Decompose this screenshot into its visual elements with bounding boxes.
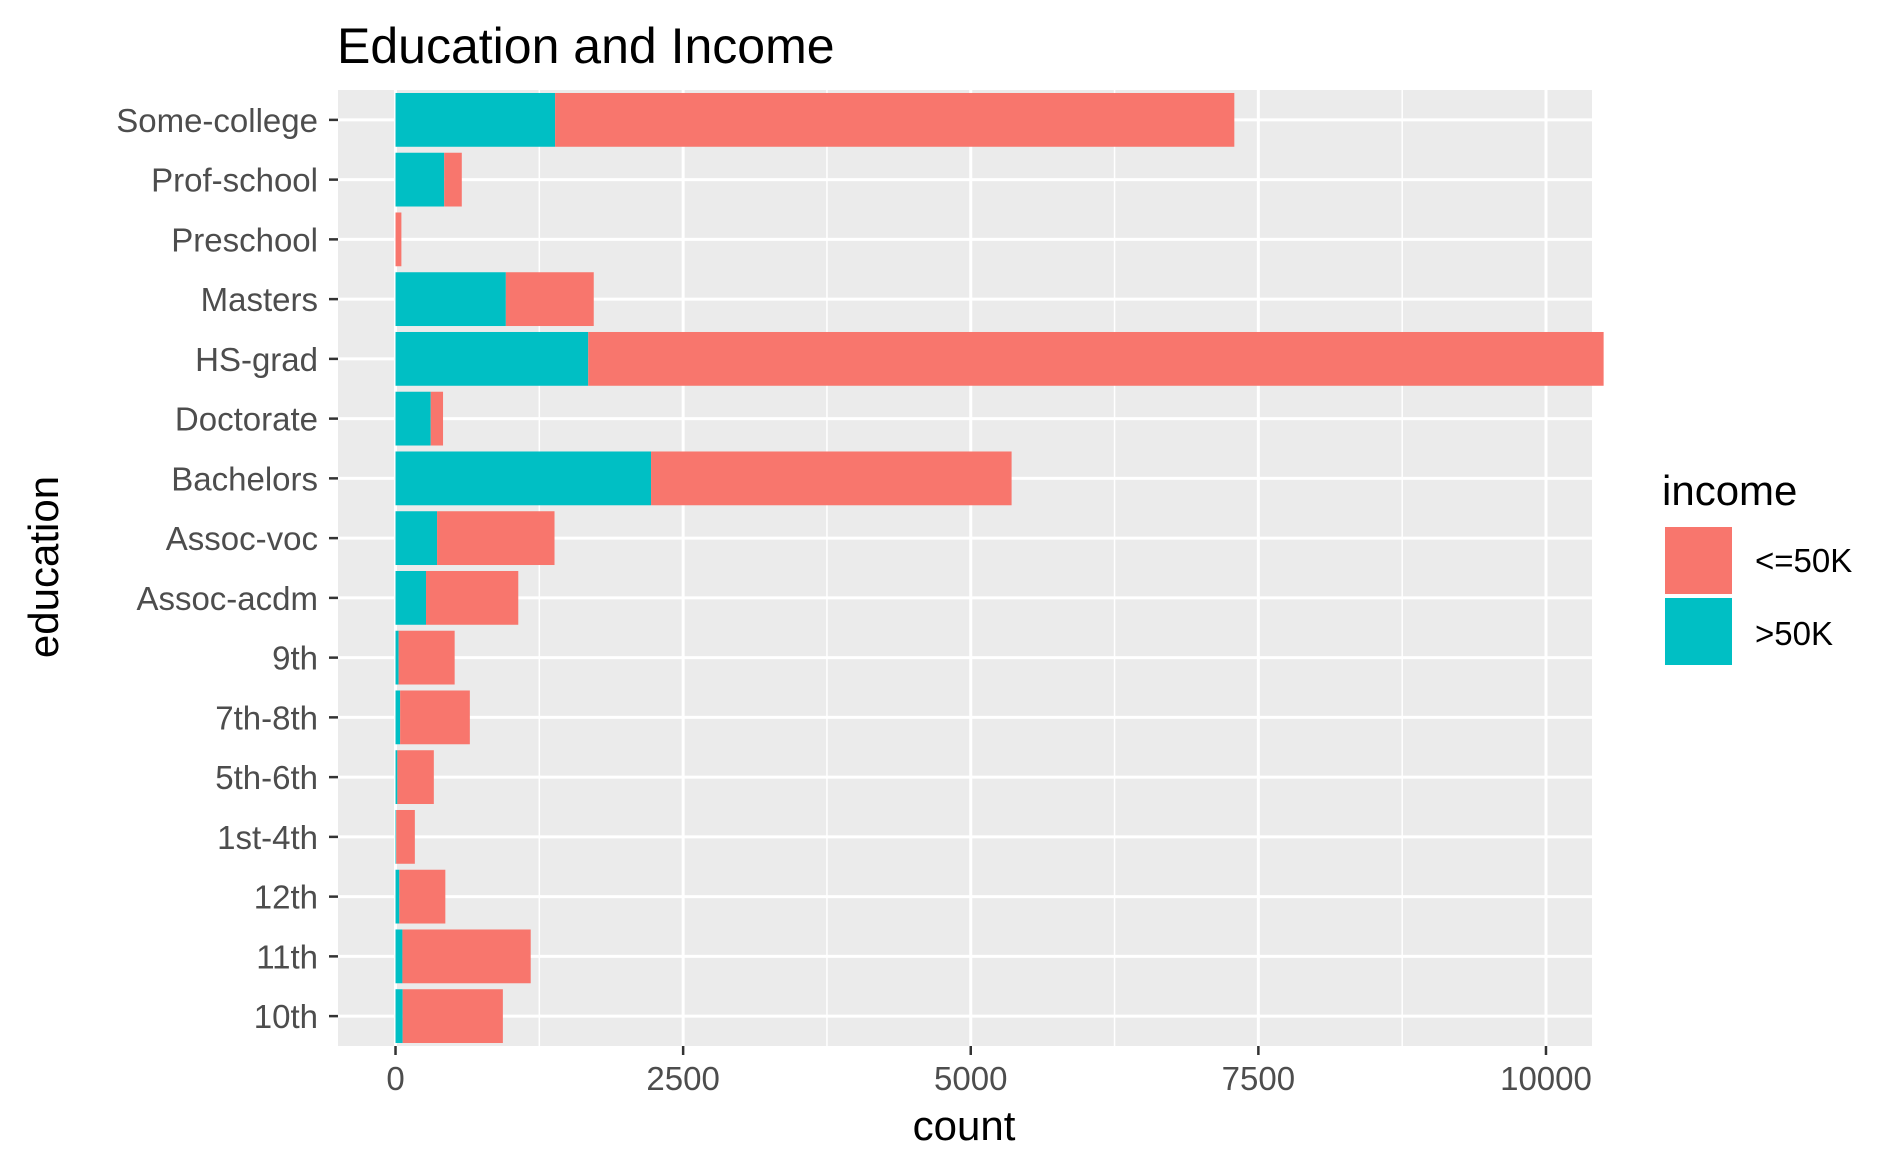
bars bbox=[395, 92, 1604, 1044]
legend-label-le50k: <=50K bbox=[1755, 542, 1852, 579]
bar-some-college-gt50k bbox=[395, 92, 556, 147]
x-tick-label-5000: 5000 bbox=[934, 1060, 1007, 1097]
y-tick-label-1st-4th: 1st-4th bbox=[217, 819, 318, 856]
bar-hs-grad-gt50k bbox=[395, 331, 589, 386]
bar-7th-8th-le50k bbox=[400, 690, 470, 745]
y-tick-label-bachelors: Bachelors bbox=[171, 460, 318, 497]
y-tick-label-hs-grad: HS-grad bbox=[195, 341, 318, 378]
y-tick-label-doctorate: Doctorate bbox=[175, 401, 318, 438]
bar-12th-le50k bbox=[399, 869, 446, 924]
bar-7th-8th-gt50k bbox=[395, 690, 401, 745]
bar-doctorate-le50k bbox=[430, 391, 444, 446]
bar-some-college-le50k bbox=[555, 92, 1235, 147]
y-tick-label-prof-school: Prof-school bbox=[151, 162, 318, 199]
y-tick-label-some-college: Some-college bbox=[116, 102, 318, 139]
major-gridlines bbox=[338, 90, 1592, 1046]
chart-title: Education and Income bbox=[337, 18, 835, 74]
legend: income <=50K >50K bbox=[1662, 467, 1852, 665]
y-tick-label-assoc-voc: Assoc-voc bbox=[166, 520, 318, 557]
bar-assoc-voc-le50k bbox=[437, 511, 555, 566]
bar-assoc-acdm-le50k bbox=[426, 570, 519, 625]
bar-preschool-le50k bbox=[395, 212, 402, 267]
x-axis-title: count bbox=[913, 1102, 1016, 1149]
y-tick-label-10th: 10th bbox=[254, 998, 318, 1035]
bar-11th-le50k bbox=[402, 929, 531, 984]
y-tick-label-assoc-acdm: Assoc-acdm bbox=[136, 580, 318, 617]
bar-prof-school-le50k bbox=[444, 152, 462, 207]
bar-1st-4th-gt50k bbox=[395, 809, 397, 864]
bar-prof-school-gt50k bbox=[395, 152, 445, 207]
legend-item-le50k: <=50K bbox=[1665, 527, 1852, 594]
y-axis-title: education bbox=[20, 476, 67, 658]
bar-masters-gt50k bbox=[395, 272, 506, 327]
bar-10th-gt50k bbox=[395, 989, 403, 1044]
bar-bachelors-le50k bbox=[651, 451, 1012, 506]
x-tick-label-0: 0 bbox=[386, 1060, 404, 1097]
bar-9th-le50k bbox=[398, 630, 455, 685]
bar-bachelors-gt50k bbox=[395, 451, 652, 506]
x-tick-label-7500: 7500 bbox=[1222, 1060, 1295, 1097]
bar-hs-grad-le50k bbox=[588, 331, 1604, 386]
bar-12th-gt50k bbox=[395, 869, 400, 924]
legend-title: income bbox=[1662, 467, 1797, 514]
y-tick-label-9th: 9th bbox=[272, 640, 318, 677]
y-tick-label-5th-6th: 5th-6th bbox=[215, 759, 318, 796]
bar-1st-4th-le50k bbox=[396, 809, 415, 864]
y-tick-label-7th-8th: 7th-8th bbox=[215, 699, 318, 736]
legend-label-gt50k: >50K bbox=[1755, 615, 1833, 652]
plot-panel bbox=[338, 90, 1592, 1046]
bar-5th-6th-gt50k bbox=[395, 750, 398, 805]
bar-11th-gt50k bbox=[395, 929, 403, 984]
y-axis: 10th 11th 12th 1st-4th 5th-6th 7th-8th 9th Asso… bbox=[116, 102, 338, 1035]
bar-assoc-acdm-gt50k bbox=[395, 570, 427, 625]
x-tick-label-10000: 10000 bbox=[1500, 1060, 1592, 1097]
legend-item-gt50k: >50K bbox=[1665, 598, 1833, 665]
y-tick-label-preschool: Preschool bbox=[171, 221, 318, 258]
bar-masters-le50k bbox=[505, 272, 594, 327]
bar-5th-6th-le50k bbox=[397, 750, 434, 805]
y-tick-label-masters: Masters bbox=[201, 281, 318, 318]
bar-assoc-voc-gt50k bbox=[395, 511, 438, 566]
minor-gridlines bbox=[538, 90, 1403, 1046]
bar-9th-gt50k bbox=[395, 630, 399, 685]
legend-key-gt50k bbox=[1665, 598, 1732, 665]
x-axis: 0 2500 5000 7500 10000 bbox=[386, 1046, 1592, 1097]
y-tick-label-12th: 12th bbox=[254, 879, 318, 916]
bar-doctorate-gt50k bbox=[395, 391, 431, 446]
bar-10th-le50k bbox=[402, 989, 503, 1044]
legend-key-le50k bbox=[1665, 527, 1732, 594]
y-tick-label-11th: 11th bbox=[256, 938, 318, 975]
x-tick-label-2500: 2500 bbox=[646, 1060, 719, 1097]
